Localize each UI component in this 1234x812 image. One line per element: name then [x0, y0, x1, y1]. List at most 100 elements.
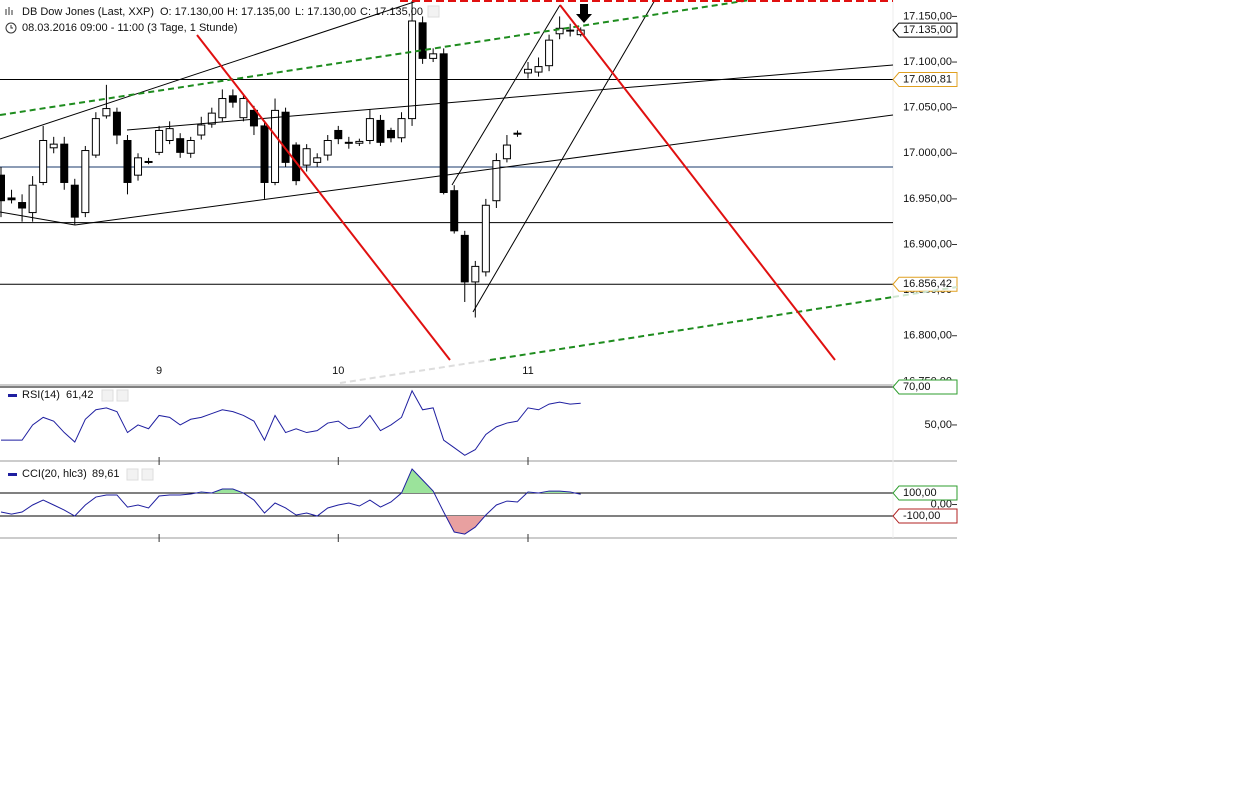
candle-body [323, 139, 332, 156]
price-tag [892, 22, 958, 38]
candle-body [260, 125, 269, 183]
candle-body [386, 129, 395, 139]
candle-body [524, 68, 532, 74]
price-tag [892, 72, 958, 88]
y-tick-label: 17.050,00 [903, 102, 952, 114]
candle-body [102, 108, 111, 117]
settings-button[interactable] [101, 389, 114, 402]
candle-body [471, 265, 480, 283]
candle-body [376, 119, 385, 143]
ohlc-close: C: 17.135,00 [360, 6, 423, 18]
candle-body [502, 144, 511, 160]
y-tick-label: 0,00 [931, 498, 952, 510]
trend-line [0, 211, 76, 226]
price-tag [892, 276, 958, 292]
x-tick-label: 11 [522, 365, 533, 377]
dashed-trend-faded [892, 286, 958, 298]
level-tag-label: 70,00 [903, 381, 931, 393]
candle-body [239, 98, 248, 119]
candle-body [460, 234, 469, 283]
dashed-trend-faded [339, 359, 491, 384]
candle-body [281, 111, 290, 163]
price-tag-label: 17.135,00 [903, 24, 952, 36]
candle-body [492, 160, 501, 202]
y-tick-label: 50,00 [924, 419, 952, 431]
close-button[interactable] [141, 468, 154, 481]
candle-body [112, 111, 121, 136]
x-tick-label: 10 [332, 365, 344, 377]
candle-body [60, 143, 69, 183]
candle-body [513, 132, 522, 135]
level-tag [892, 379, 958, 395]
candle-body [91, 118, 100, 156]
y-tick-label: 17.100,00 [903, 56, 952, 68]
red-trend [196, 34, 451, 361]
candle-body [439, 53, 448, 194]
chart-subtitle: 08.03.2016 09:00 - 11:00 (3 Tage, 1 Stun… [22, 22, 237, 34]
candle-body [355, 140, 364, 144]
candle-body [207, 112, 216, 125]
level-tag-label: 100,00 [903, 487, 937, 499]
candle-body [0, 174, 5, 202]
candle-body [334, 129, 343, 140]
legend-label: CCI(20, hlc3) [22, 468, 87, 480]
candle-body [302, 148, 311, 166]
legend-label: RSI(14) [22, 389, 60, 401]
candle-body [249, 109, 258, 127]
candle-body [28, 184, 37, 214]
indicator-line [1, 389, 581, 456]
candle-body [397, 118, 406, 139]
candle-body [450, 190, 459, 232]
level-tag [892, 485, 958, 501]
price-tag-label: 16.856,42 [903, 278, 952, 290]
settings-button[interactable] [427, 5, 440, 18]
trend-line [0, 0, 421, 140]
y-tick-label: 16.800,00 [903, 330, 952, 342]
candle-body [186, 139, 195, 154]
legend-swatch [8, 473, 17, 476]
level-tag [892, 508, 958, 524]
indicator-fill [195, 468, 576, 494]
candle-body [197, 124, 206, 136]
candle-body [123, 139, 132, 183]
candle-body [545, 39, 554, 67]
legend-swatch [8, 394, 17, 397]
trend-line [126, 64, 894, 131]
x-tick-label: 9 [156, 365, 162, 377]
legend-value: 61,42 [66, 389, 94, 401]
candle-body [481, 204, 490, 273]
candle-body [144, 160, 153, 163]
drawings [0, 0, 958, 384]
candle-body [429, 53, 438, 59]
ohlc-open: O: 17.130,00 [160, 6, 224, 18]
candle-body [408, 20, 417, 120]
red-trend [559, 4, 836, 361]
indicator-fill [1, 516, 581, 535]
trend-line [74, 114, 894, 226]
candle-body [555, 27, 564, 35]
candle-body [165, 128, 174, 141]
settings-button[interactable] [126, 468, 139, 481]
candle-body [534, 66, 543, 73]
candle-body [18, 202, 27, 209]
close-button[interactable] [116, 389, 129, 402]
candle-body [218, 98, 227, 119]
chart-title: DB Dow Jones (Last, XXP) [22, 6, 154, 18]
candle-body [39, 139, 48, 183]
dashed-trend [0, 0, 751, 116]
ohlc-high: H: 17.135,00 [227, 6, 290, 18]
clock-hands [10, 25, 13, 29]
sell-arrow [576, 4, 592, 23]
indicator-line [0, 468, 581, 535]
y-tick-label: 16.950,00 [903, 193, 952, 205]
header: DB Dow Jones (Last, XXP) O: 17.130,00 H:… [5, 5, 440, 34]
ohlc-low: L: 17.130,00 [295, 6, 356, 18]
cci-legend: CCI(20, hlc3) 89,61 [8, 468, 154, 481]
candle-body [566, 29, 575, 32]
channel-line [472, 0, 656, 313]
candle-body [176, 138, 185, 153]
chart-icon [5, 7, 13, 15]
candle-body [155, 129, 164, 153]
